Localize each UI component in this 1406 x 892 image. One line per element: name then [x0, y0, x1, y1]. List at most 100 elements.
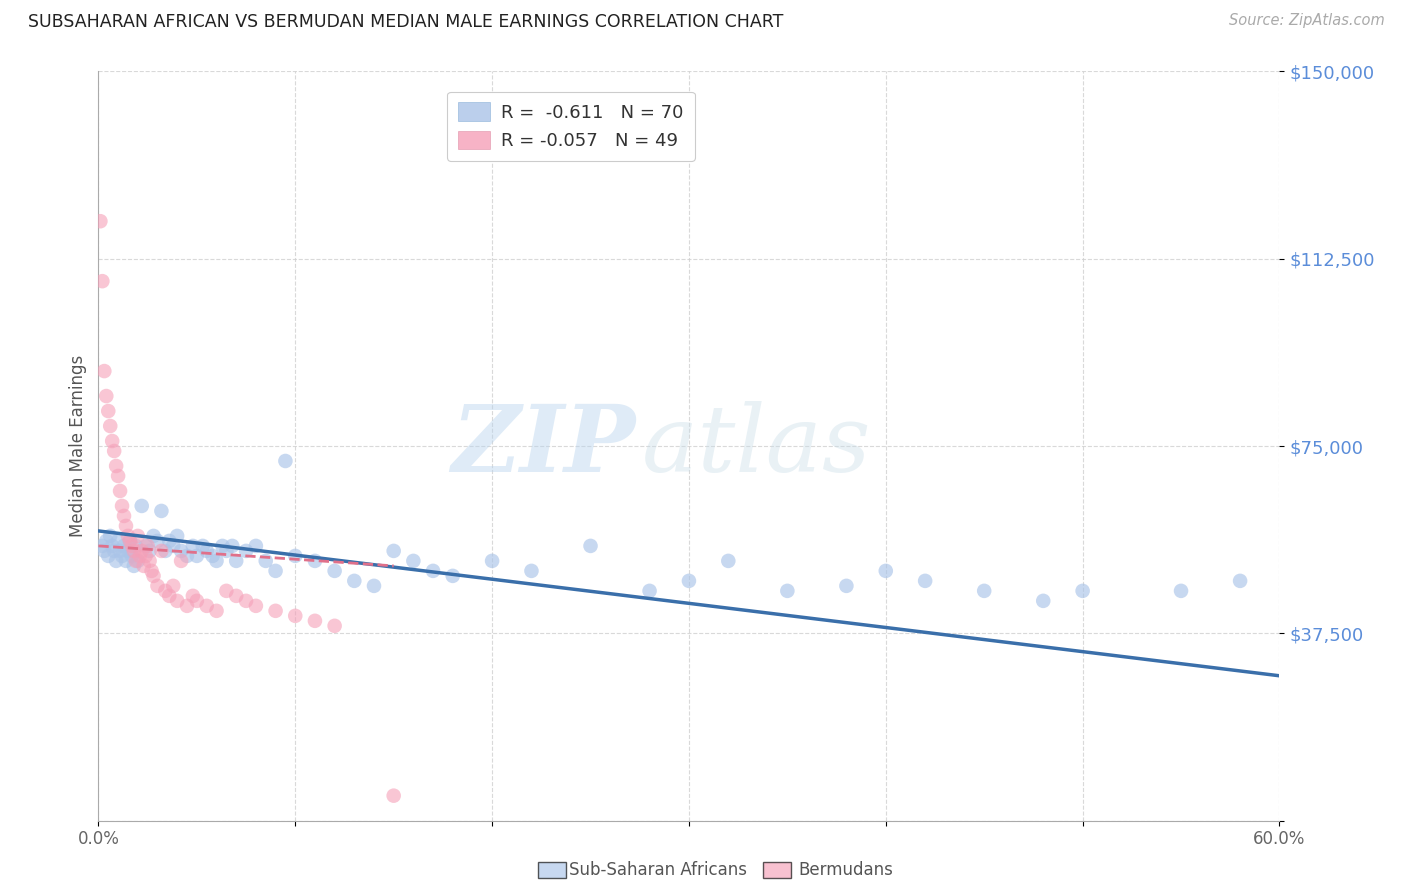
Point [254, 554, 277, 568]
Point [97, 549, 120, 563]
Point [91, 274, 114, 288]
Point [111, 499, 134, 513]
Point [118, 533, 141, 548]
Point [973, 583, 995, 598]
Point [98, 419, 121, 434]
Point [579, 539, 602, 553]
Point [201, 549, 224, 563]
Point [166, 594, 188, 608]
Point [142, 529, 165, 543]
Point [125, 554, 148, 568]
Point [135, 549, 157, 563]
Point [215, 544, 238, 558]
Point [107, 533, 129, 548]
Point [776, 583, 799, 598]
Point [132, 558, 155, 573]
Point [155, 544, 177, 558]
Point [107, 469, 129, 483]
Point [284, 608, 307, 623]
Text: Bermudans: Bermudans [799, 861, 893, 879]
Point [96, 533, 118, 548]
Point [186, 594, 208, 608]
Point [1170, 583, 1192, 598]
Point [150, 504, 173, 518]
Point [162, 579, 184, 593]
Point [422, 564, 444, 578]
Point [103, 444, 125, 458]
Point [122, 544, 145, 558]
Point [481, 554, 503, 568]
Point [93, 364, 115, 378]
Point [264, 604, 287, 618]
Point [98, 529, 121, 543]
Point [157, 589, 180, 603]
Point [221, 539, 243, 553]
Point [128, 549, 150, 563]
Point [678, 574, 700, 588]
Point [382, 789, 405, 803]
Point [105, 554, 128, 568]
Point [186, 549, 208, 563]
Point [111, 549, 134, 563]
Point [215, 583, 238, 598]
Point [323, 564, 346, 578]
Point [127, 554, 149, 568]
Point [520, 564, 543, 578]
Point [441, 569, 464, 583]
Point [176, 599, 198, 613]
Point [150, 544, 173, 558]
Point [717, 554, 740, 568]
Point [125, 539, 148, 553]
Point [284, 549, 307, 563]
Point [121, 549, 143, 563]
Point [142, 569, 165, 583]
Point [138, 554, 160, 568]
Point [264, 564, 287, 578]
Point [97, 404, 120, 418]
Point [93, 544, 115, 558]
Point [1071, 583, 1094, 598]
Point [343, 574, 366, 588]
Point [363, 579, 385, 593]
Point [211, 539, 233, 553]
Legend: R =  -0.611   N = 70, R = -0.057   N = 49: R = -0.611 N = 70, R = -0.057 N = 49 [447, 92, 695, 161]
Point [117, 544, 139, 558]
Point [304, 554, 326, 568]
Point [101, 434, 124, 448]
Point [89, 214, 111, 228]
Text: Sub-Saharan Africans: Sub-Saharan Africans [568, 861, 747, 879]
Point [118, 533, 141, 548]
Point [1229, 574, 1251, 588]
Point [181, 589, 204, 603]
Point [195, 599, 218, 613]
Point [155, 583, 177, 598]
Point [225, 554, 247, 568]
Point [274, 454, 297, 468]
Point [112, 508, 135, 523]
Point [121, 539, 143, 553]
Point [122, 558, 145, 573]
Point [225, 589, 247, 603]
Point [176, 549, 198, 563]
Point [170, 544, 193, 558]
Point [162, 539, 184, 553]
Point [117, 529, 139, 543]
Point [914, 574, 936, 588]
Point [638, 583, 661, 598]
Point [146, 579, 169, 593]
Point [135, 539, 157, 553]
Point [115, 554, 138, 568]
Point [127, 529, 149, 543]
Point [835, 579, 858, 593]
Point [323, 619, 346, 633]
Point [245, 599, 267, 613]
Point [170, 554, 193, 568]
Point [382, 544, 405, 558]
Point [166, 529, 188, 543]
Point [205, 604, 228, 618]
Point [875, 564, 897, 578]
Point [205, 554, 228, 568]
Point [115, 519, 138, 533]
Point [235, 544, 257, 558]
Point [136, 539, 159, 553]
